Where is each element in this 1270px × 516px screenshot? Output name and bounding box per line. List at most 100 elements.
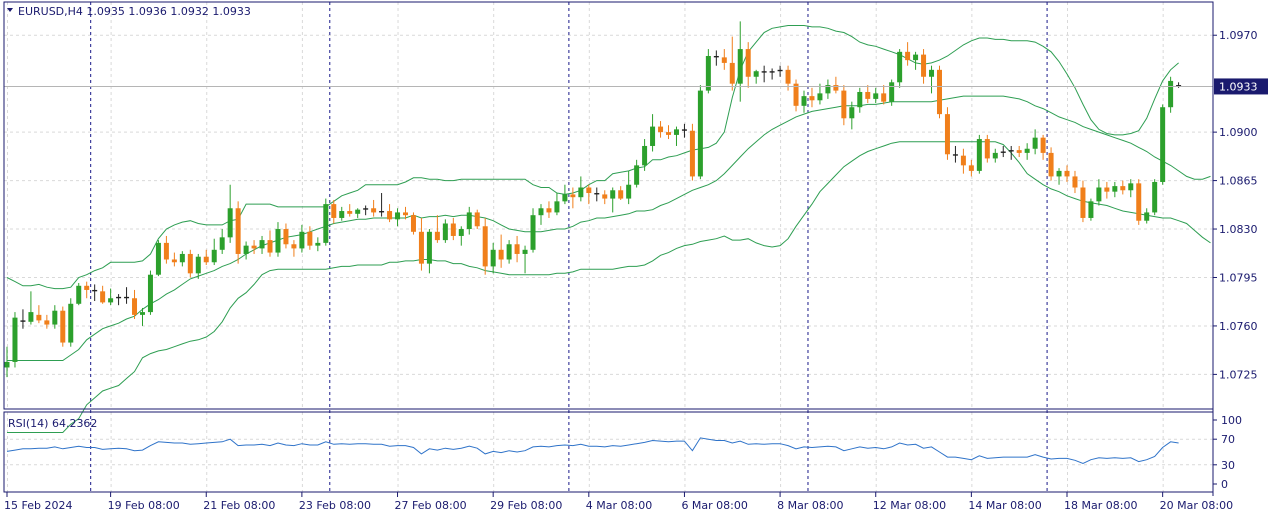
candle xyxy=(315,237,321,252)
candle xyxy=(817,83,823,105)
candle xyxy=(44,314,50,329)
candle-body xyxy=(578,187,584,198)
candle-body xyxy=(833,85,839,91)
candle-body xyxy=(4,361,10,368)
candle xyxy=(195,253,201,279)
price-tick-label: 1.0760 xyxy=(1219,320,1258,333)
candle-body xyxy=(450,223,456,236)
time-tick-label: 27 Feb 08:00 xyxy=(395,499,467,512)
chevron-down-icon[interactable] xyxy=(7,8,13,12)
candle xyxy=(618,186,624,200)
candle-body xyxy=(108,298,114,303)
candle-body xyxy=(785,69,791,84)
candle-body xyxy=(426,231,432,264)
candle xyxy=(514,235,520,263)
candle-body xyxy=(554,201,560,213)
candle xyxy=(1168,76,1174,113)
candle-body xyxy=(1040,137,1046,153)
candle-body xyxy=(347,211,353,214)
candle xyxy=(921,49,927,84)
candle-body xyxy=(227,208,233,238)
candle-body xyxy=(602,194,608,199)
candle xyxy=(410,212,416,235)
candle xyxy=(1112,181,1118,198)
candle-body xyxy=(1016,150,1022,153)
rsi-tick-label: 30 xyxy=(1221,459,1235,472)
candle xyxy=(721,49,727,70)
candle xyxy=(873,87,879,104)
symbol-info: EURUSD,H4 1.0935 1.0936 1.0932 1.0933 xyxy=(18,5,251,18)
time-tick-label: 20 Mar 08:00 xyxy=(1160,499,1233,512)
candle-body xyxy=(729,62,735,84)
candle xyxy=(155,240,161,277)
time-tick-label: 18 Mar 08:00 xyxy=(1064,499,1137,512)
bollinger-lower-line xyxy=(7,141,1211,433)
symbol-header[interactable]: EURUSD,H4 1.0935 1.0936 1.0932 1.0933 xyxy=(7,5,251,18)
candle-body xyxy=(825,85,831,94)
candle-body xyxy=(171,259,177,263)
candle-body xyxy=(235,208,241,254)
time-tick-label: 14 Mar 08:00 xyxy=(968,499,1041,512)
candle-body xyxy=(275,229,281,253)
candle-body xyxy=(211,249,217,263)
candle xyxy=(905,42,911,66)
candle-body xyxy=(992,152,998,159)
candle xyxy=(1040,134,1046,160)
candle-body xyxy=(1128,183,1134,191)
candle-body xyxy=(865,91,871,99)
candle-body xyxy=(395,212,401,220)
candle xyxy=(147,270,153,315)
time-tick-label: 4 Mar 08:00 xyxy=(586,499,652,512)
candle-body xyxy=(721,57,727,63)
candle-body xyxy=(817,93,823,101)
candle-body xyxy=(403,212,408,216)
candle-body xyxy=(12,317,18,362)
rsi-line xyxy=(6,437,1179,465)
bollinger-upper-line xyxy=(6,25,1179,290)
candlestick-series xyxy=(4,21,1182,378)
candle-body xyxy=(442,223,448,241)
candle xyxy=(68,298,74,347)
candle xyxy=(689,123,695,181)
candle xyxy=(578,176,584,202)
candle-body xyxy=(219,237,225,250)
candle xyxy=(1096,179,1102,206)
candle-body xyxy=(562,194,568,202)
candle xyxy=(929,65,935,94)
candle-body xyxy=(666,132,672,135)
candle xyxy=(960,148,966,174)
candle-body xyxy=(689,130,695,177)
candle xyxy=(379,193,385,217)
candle xyxy=(307,226,313,250)
candle-body xyxy=(474,212,480,227)
candle-body xyxy=(299,231,305,249)
candle-body xyxy=(363,208,369,210)
candle xyxy=(761,65,767,83)
candle xyxy=(650,114,656,152)
candle-body xyxy=(673,129,679,135)
candle-body xyxy=(658,126,664,133)
candle-body xyxy=(793,83,799,106)
candle xyxy=(84,281,90,299)
time-tick-label: 29 Feb 08:00 xyxy=(490,499,562,512)
candle-body xyxy=(697,90,703,177)
candle xyxy=(745,42,751,88)
candle-body xyxy=(132,298,138,315)
candle-body xyxy=(1152,181,1158,213)
candle-body xyxy=(434,231,440,241)
current-price-box xyxy=(1214,78,1268,95)
candle xyxy=(562,184,568,205)
candle-body xyxy=(323,204,329,243)
candle-body xyxy=(52,310,58,325)
candle xyxy=(642,139,648,171)
candle xyxy=(1000,145,1006,158)
time-tick-label: 23 Feb 08:00 xyxy=(299,499,371,512)
candle-body xyxy=(418,231,424,264)
candle xyxy=(20,309,26,329)
candle-body xyxy=(809,96,815,101)
candle xyxy=(1104,181,1110,199)
candle xyxy=(530,208,536,253)
candle xyxy=(1056,168,1062,185)
candle xyxy=(793,79,799,112)
candle xyxy=(538,204,544,225)
